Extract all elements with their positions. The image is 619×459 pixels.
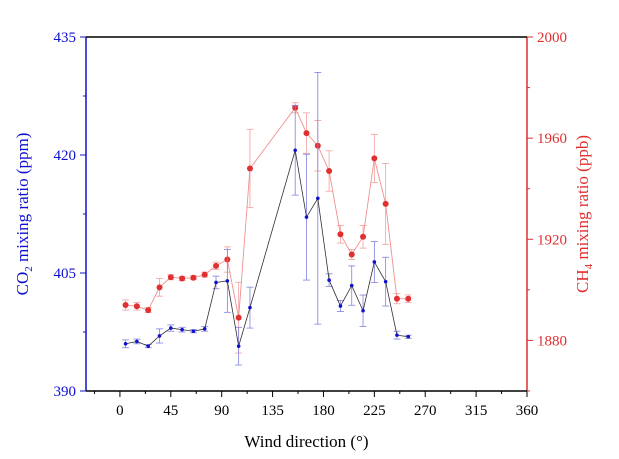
ch4-point	[145, 307, 152, 314]
co2-point	[327, 278, 331, 282]
ch4-point	[156, 284, 163, 291]
right-axis-title-rest: mixing ratio (ppb)	[573, 135, 592, 264]
right-tick-label: 1960	[537, 131, 567, 147]
left-axis-title-main: CO	[13, 272, 32, 296]
co2-point	[372, 260, 377, 264]
x-tick-label: 360	[516, 403, 539, 419]
co2-point	[248, 305, 252, 310]
co2-point	[225, 279, 230, 283]
right-tick-label: 2000	[537, 30, 567, 46]
ch4-point	[405, 295, 412, 302]
ch4-point	[393, 295, 400, 302]
ch4-point	[213, 262, 220, 269]
right-axis-title-sub: 4	[583, 263, 595, 269]
left-tick-label: 405	[54, 266, 77, 282]
ch4-point	[179, 275, 186, 282]
left-tick-label: 435	[54, 30, 77, 46]
x-axis-title: Wind direction (°)	[244, 432, 368, 451]
ch4-point	[303, 130, 310, 137]
x-tick-label: 180	[312, 403, 335, 419]
co2-point	[395, 333, 399, 337]
ch4-point	[122, 302, 129, 309]
co2-point	[338, 304, 343, 308]
right-axis-ticks: 1880 1920 1960 2000	[527, 30, 567, 392]
left-tick-label: 420	[54, 148, 77, 164]
co2-point	[361, 308, 365, 313]
co2-point	[146, 344, 150, 348]
co2-point	[214, 280, 218, 285]
co2-point	[316, 196, 320, 201]
ch4-point	[360, 233, 367, 240]
right-tick-label: 1880	[537, 333, 567, 349]
left-axis-title: CO2 mixing ratio (ppm)	[13, 133, 35, 296]
co2-point	[169, 326, 173, 330]
ch4-point	[382, 200, 389, 207]
co2-point	[349, 283, 354, 288]
x-tick-label: 90	[214, 403, 229, 419]
x-tick-label: 0	[116, 403, 124, 419]
left-axis-ticks: 390 405 420 435	[54, 30, 86, 400]
co2-point	[191, 329, 196, 334]
ch4-point	[371, 155, 378, 162]
co2-point	[202, 327, 207, 331]
x-tick-label: 225	[363, 403, 386, 419]
x-tick-label: 135	[261, 403, 284, 419]
ch4-point	[246, 165, 253, 172]
co2-point	[123, 342, 128, 346]
left-tick-label: 390	[54, 384, 77, 400]
x-tick-label: 315	[465, 403, 488, 419]
right-axis-title-main: CH	[573, 269, 592, 293]
co2-point	[406, 334, 411, 339]
co2-point	[157, 334, 162, 338]
ch4-point	[337, 231, 344, 238]
co2-point	[293, 148, 297, 153]
ch4-line	[125, 106, 409, 318]
co2-point	[180, 327, 184, 332]
ch4-point	[326, 168, 333, 175]
co2-point	[383, 279, 388, 284]
ch4-point	[348, 251, 355, 258]
right-tick-label: 1920	[537, 232, 567, 248]
ch4-point	[190, 274, 197, 281]
ch4-point	[235, 314, 242, 321]
right-axis-title: CH4 mixing ratio (ppb)	[573, 135, 595, 293]
x-tick-label: 270	[414, 403, 437, 419]
x-axis-ticks: 0 45 90 135 180 225 270 315 360	[93, 391, 539, 419]
co2-point	[304, 215, 309, 219]
ch4-point	[167, 274, 174, 281]
x-tick-label: 45	[163, 403, 178, 419]
ch4-point	[201, 271, 208, 278]
left-axis-title-rest: mixing ratio (ppm)	[13, 133, 32, 267]
co2-point	[135, 339, 139, 344]
series-layer	[122, 72, 412, 366]
ch4-point	[133, 303, 140, 310]
co2-point	[236, 344, 241, 348]
left-axis-title-sub: 2	[23, 266, 35, 272]
